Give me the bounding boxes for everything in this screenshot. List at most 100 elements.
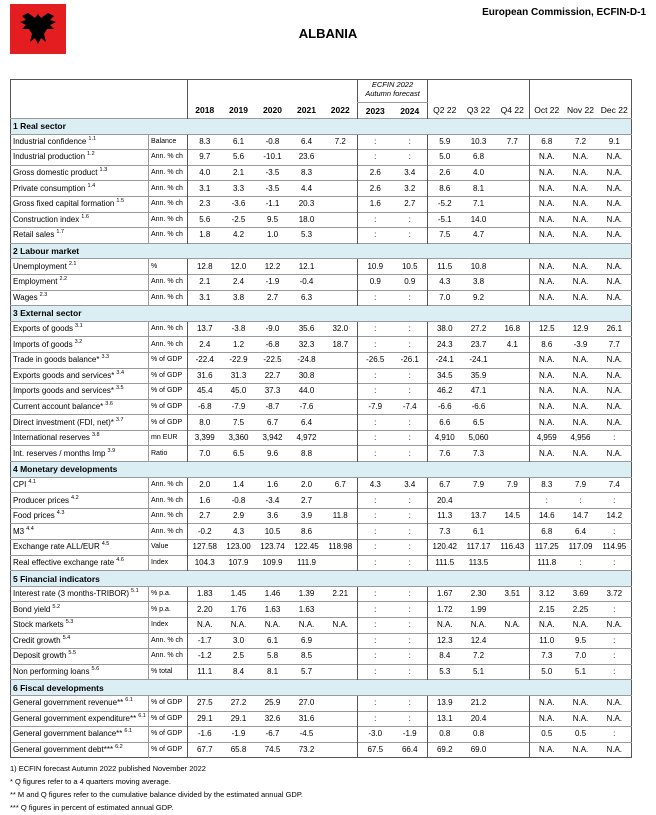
data-row: Unemployment 2.1% 12.8 12.0 12.2 12.1 10.9 10.5… [10,258,632,275]
note-ref: 3.4 [116,369,125,376]
empty-cell [495,289,530,306]
note-ref: 1.7 [56,229,65,236]
value-cell: 122.45 [289,539,324,556]
value-cell: N.A. [597,398,632,415]
value-cell: 69.2 [427,741,462,758]
empty-cell [495,648,530,665]
section-row: 1 Real sector [10,118,632,135]
unit: % of GDP [148,351,188,368]
label-text: Int. reserves / months Imp [13,448,106,458]
value-cell: N.A. [529,617,564,634]
value-cell: 14.7 [563,507,598,524]
value-cell: 29.1 [187,710,222,727]
empty-cell [323,398,358,415]
value-cell: 8.8 [289,445,324,462]
value-cell: N.A. [529,445,564,462]
empty-cell [495,694,530,712]
value-cell: 16.8 [495,320,530,337]
value-cell: 1.8 [187,227,222,244]
unit: % of GDP [148,694,188,712]
label-text: Exchange rate ALL/EUR [13,542,100,552]
value-cell: 127.58 [187,539,222,556]
note-ref: 3.2 [74,338,83,345]
value-cell: 4.1 [495,336,530,353]
value-cell: 14.2 [597,507,632,524]
value-cell: 1.6 [187,492,222,509]
value-cell: 123.74 [255,539,290,556]
label-text: Credit growth [13,635,61,645]
label-text: Imports of goods [13,339,73,349]
note-ref: 5.3 [65,619,74,626]
value-cell: 5.9 [427,133,462,150]
value-cell: N.A. [563,414,598,431]
value-cell: -1.9 [255,273,290,291]
value-cell: 37.3 [255,383,290,400]
value-cell: : [597,523,632,540]
row-label: Stock markets 5.3 [10,617,149,634]
header-cell [598,80,632,103]
value-cell: : [357,507,393,524]
label-text: General government balance** [13,729,123,739]
label-text: Industrial production [13,152,86,162]
value-cell: : [392,133,428,150]
value-cell: 9.6 [255,445,290,462]
value-cell: -5.2 [427,195,462,213]
note-ref: 2.3 [39,291,48,298]
value-cell: 2.0 [289,476,324,493]
value-cell: -5.1 [427,211,462,228]
value-cell: : [392,320,428,337]
value-cell: N.A. [495,617,530,634]
unit: Ann. % ch [148,227,188,244]
value-cell: 24.3 [427,336,462,353]
value-cell: 20.3 [289,195,324,213]
row-label: Industrial confidence 1.1 [10,133,149,150]
forecast-label: ECFIN 2022 Autumn forecast [357,79,428,103]
value-cell: : [392,710,428,727]
value-cell: 3.9 [289,507,324,524]
data-row: Industrial confidence 1.1 Balance 8.3 6.1 -0.… [10,133,632,150]
value-cell: N.A. [529,367,564,384]
value-cell: : [597,648,632,665]
header-cell [324,80,358,103]
value-cell: 117.17 [461,539,496,556]
value-cell: : [357,554,393,571]
value-cell: 29.1 [221,710,256,727]
value-cell: : [597,726,632,743]
empty-cell [495,149,530,166]
column-header: 2023 [357,102,393,119]
data-row: Private consumption 1.4 Ann. % ch 3.1 3.3 -3.… [10,180,632,197]
empty-cell [495,601,530,618]
note-ref: 3.5 [115,385,124,392]
unit: Ann. % ch [148,149,188,166]
value-cell: : [392,663,428,680]
data-row: Retail sales 1.7 Ann. % ch 1.8 4.2 1.0 5.3::7.… [10,227,632,244]
value-cell: 1.83 [187,585,222,602]
column-header: 2020 [263,105,282,116]
value-cell: 7.3 [529,648,564,665]
value-cell: 3.12 [529,585,564,602]
value-cell: 0.5 [529,726,564,743]
row-label: Credit growth 5.4 [10,632,149,649]
data-row: Deposit growth 5.5 Ann. % ch -1.2 2.5 5.8 8.5:… [10,648,632,665]
value-cell: : [357,149,393,166]
value-cell: 11.3 [427,507,462,524]
value-cell: 10.9 [357,258,393,275]
value-cell: -10.1 [255,149,290,166]
empty-cell [323,492,358,509]
note-ref: 5.6 [91,666,100,673]
unit: Index [148,617,188,634]
value-cell: 4.0 [461,164,496,181]
value-cell: : [563,492,598,509]
value-cell: 2.20 [187,601,222,618]
header-cell [529,79,564,103]
value-cell: -3.0 [357,726,393,743]
label-text: Trade in goods balance* [13,355,100,365]
label-text: Stock markets [13,620,64,630]
value-cell: 73.2 [289,741,324,758]
unit: % of GDP [148,398,188,415]
value-cell: : [357,429,393,446]
value-cell: 14.6 [529,507,564,524]
value-cell: N.A. [597,273,632,291]
value-cell: 2.0 [187,476,222,493]
value-cell: -1.9 [221,726,256,743]
